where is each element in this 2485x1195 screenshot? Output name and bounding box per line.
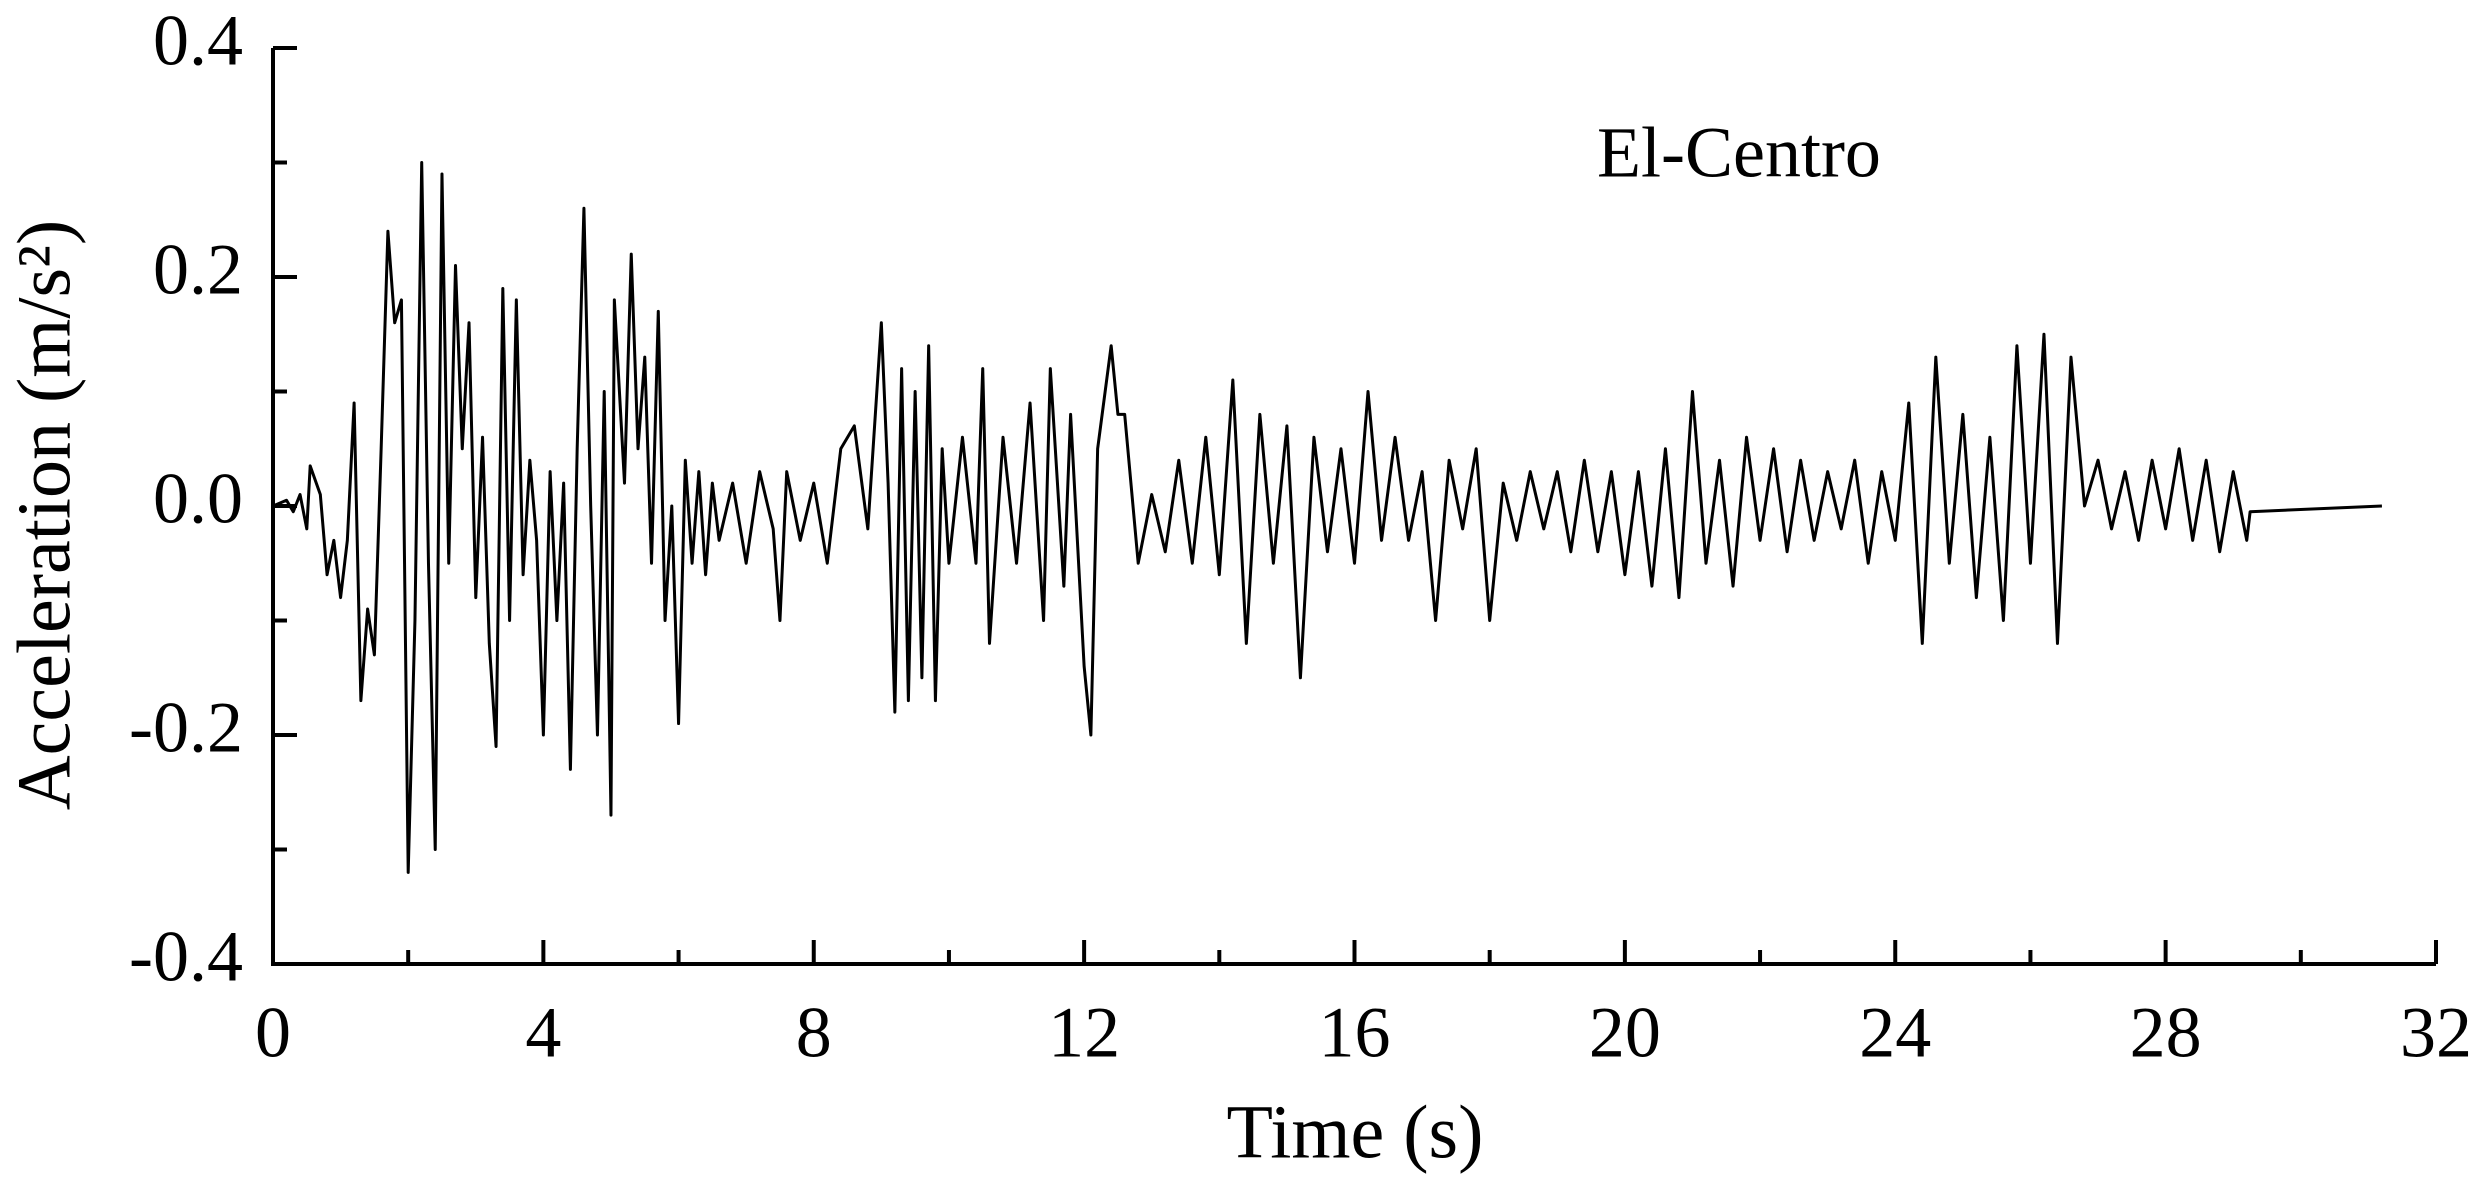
x-tick-label: 20: [1589, 993, 1661, 1073]
x-tick-label: 32: [2400, 993, 2472, 1073]
y-tick-label: 0.2: [153, 230, 243, 310]
x-tick-label: 28: [2130, 993, 2202, 1073]
x-tick-label: 12: [1048, 993, 1120, 1073]
x-tick-label: 8: [796, 993, 832, 1073]
y-tick-label: 0.0: [153, 459, 243, 539]
y-tick-label: -0.2: [129, 688, 243, 768]
y-axis-title: Acceleration (m/s²): [2, 220, 86, 810]
x-tick-label: 24: [1859, 993, 1931, 1073]
x-axis-title: Time (s): [1227, 1090, 1484, 1174]
y-tick-label: -0.4: [129, 917, 243, 997]
x-tick-label: 4: [525, 993, 561, 1073]
x-tick-label: 0: [255, 993, 291, 1073]
x-tick-label: 16: [1319, 993, 1391, 1073]
y-tick-label: 0.4: [153, 1, 243, 81]
signal-line: [272, 161, 2382, 874]
annotation: El-Centro: [1597, 113, 1881, 193]
